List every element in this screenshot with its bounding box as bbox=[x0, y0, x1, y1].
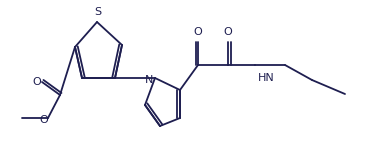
Text: S: S bbox=[94, 7, 101, 17]
Text: O: O bbox=[33, 77, 41, 87]
Text: N: N bbox=[145, 75, 153, 85]
Text: HN: HN bbox=[258, 73, 275, 83]
Text: O: O bbox=[223, 27, 232, 37]
Text: O: O bbox=[40, 115, 48, 125]
Text: O: O bbox=[194, 27, 202, 37]
